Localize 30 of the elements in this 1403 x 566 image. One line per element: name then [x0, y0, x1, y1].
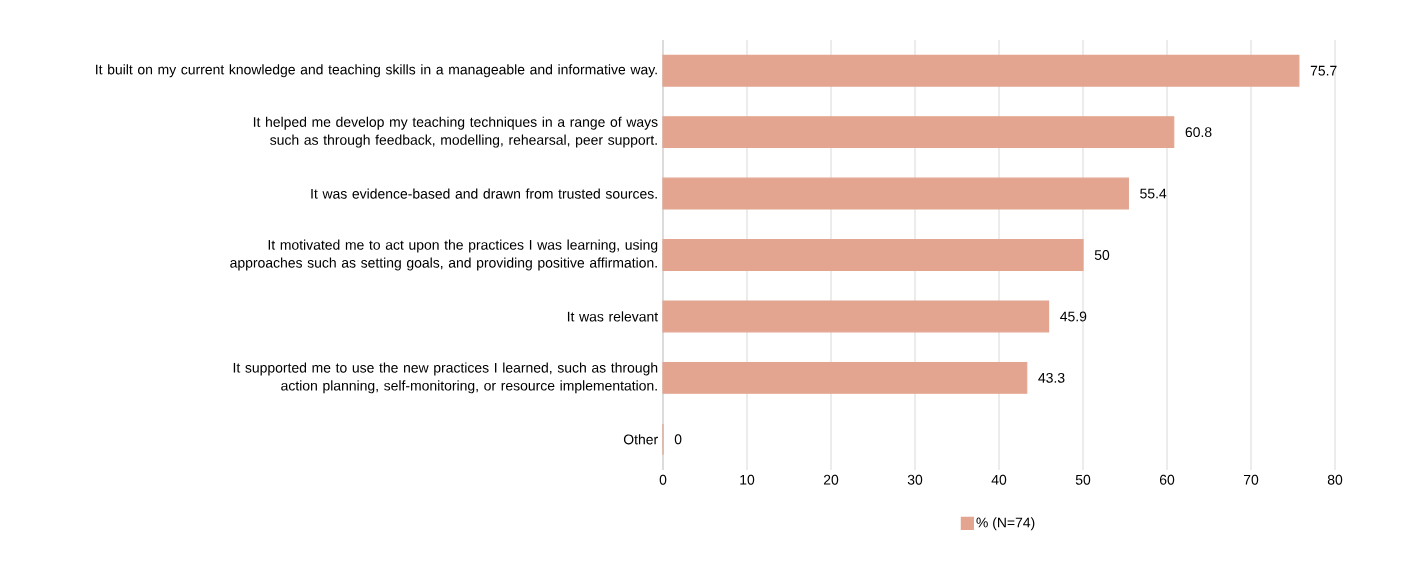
x-tick-label: 60 [1159, 474, 1175, 485]
bar [662, 361, 1028, 394]
x-tick-label: 0 [659, 474, 667, 485]
y-tick-label: It built on my current knowledge and teaching skills in a manageable and informative way. [96, 64, 657, 78]
y-tick-label: It helped me develop my teaching techniques in a range of ways such as through feedback, modelling, rehearsal, peer support. [253, 116, 658, 148]
bar [662, 239, 1084, 271]
data-label: 75.7 [1310, 65, 1337, 76]
x-tick-label: 20 [823, 474, 839, 485]
y-tick-label: Other [623, 434, 658, 445]
x-tick-label: 50 [1075, 474, 1091, 485]
x-tick-label: 40 [991, 474, 1007, 485]
y-tick-label: It was evidence-based and drawn from trusted sources. [311, 188, 657, 199]
data-label: 45.9 [1060, 311, 1087, 322]
bar [662, 177, 1129, 210]
bar [662, 300, 1050, 333]
y-tick-label: It was relevant [567, 311, 659, 322]
bar [662, 54, 1300, 87]
data-label: 50 [1094, 250, 1110, 260]
x-tick-label: 80 [1327, 474, 1343, 485]
data-label: 60.8 [1185, 127, 1212, 138]
y-tick-label: It supported me to use the new practices I learned, such as through action planning, self-monitoring, or resource implementation. [233, 362, 658, 394]
legend-label: % (N=74) [976, 517, 1035, 531]
data-label: 43.3 [1038, 372, 1065, 383]
x-tick-label: 30 [907, 474, 923, 485]
bar [662, 116, 1175, 149]
data-label: 55.4 [1140, 188, 1167, 199]
x-tick-label: 70 [1243, 474, 1259, 485]
x-tick-label: 10 [740, 474, 755, 485]
y-tick-label: It motivated me to act upon the practices I was learning, using approaches such as setting goals, and providing positive affirmation. [230, 239, 658, 271]
data-label: 0 [674, 434, 682, 445]
